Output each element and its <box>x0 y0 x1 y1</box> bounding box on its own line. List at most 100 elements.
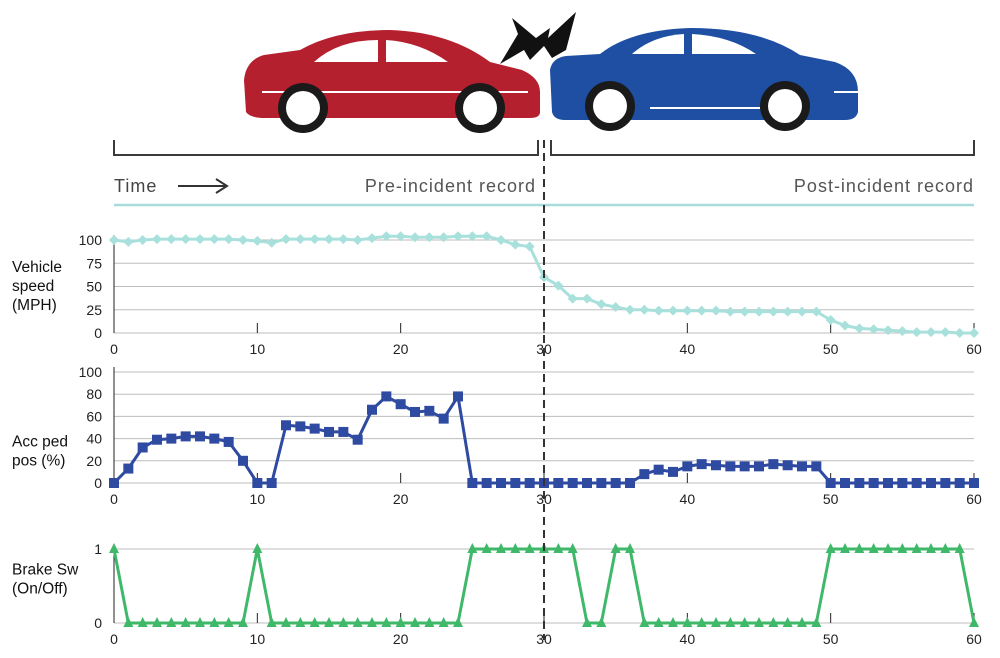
data-point <box>553 478 564 488</box>
data-point <box>309 423 320 434</box>
data-point <box>840 478 850 488</box>
data-point <box>883 478 893 488</box>
data-point <box>883 325 893 336</box>
y-tick-label: 50 <box>86 279 102 295</box>
data-point <box>940 543 951 553</box>
data-point <box>811 617 822 627</box>
data-point <box>954 328 965 338</box>
data-point <box>223 234 234 245</box>
data-point <box>596 299 607 310</box>
data-point <box>252 543 263 553</box>
y-axis-label: Acc ped <box>12 434 68 451</box>
data-point <box>424 232 435 243</box>
time-arrow-icon <box>178 178 229 194</box>
data-point <box>467 478 478 488</box>
red-car-window-rear <box>386 40 448 62</box>
data-point <box>367 617 377 627</box>
y-axis-label: Vehicle <box>12 259 62 276</box>
data-point <box>625 543 635 553</box>
data-point <box>481 231 492 242</box>
data-point <box>195 617 205 627</box>
data-point <box>510 543 521 553</box>
data-point <box>596 617 607 627</box>
data-point <box>868 543 879 553</box>
data-point <box>883 543 893 553</box>
x-tick-label: 20 <box>393 631 409 647</box>
data-point <box>854 543 865 553</box>
data-point <box>309 234 320 245</box>
blue-car-window <box>632 34 684 54</box>
data-point <box>911 543 922 553</box>
red-car-icon <box>244 30 540 133</box>
data-point <box>725 617 736 627</box>
data-point <box>295 617 306 627</box>
data-point <box>453 617 463 627</box>
x-tick-label: 0 <box>110 631 118 647</box>
data-point <box>682 461 693 472</box>
data-point <box>969 617 979 627</box>
red-car-window <box>314 40 378 62</box>
data-point <box>309 617 320 627</box>
x-tick-label: 50 <box>823 631 839 647</box>
x-tick-label: 0 <box>110 341 118 357</box>
data-point <box>381 231 392 242</box>
y-tick-label: 75 <box>86 255 102 271</box>
data-point <box>696 305 707 316</box>
x-tick-label: 40 <box>680 341 696 357</box>
data-point <box>696 617 707 627</box>
data-point <box>281 234 291 245</box>
data-point <box>496 543 506 553</box>
x-tick-label: 10 <box>250 631 266 647</box>
data-point <box>109 235 119 245</box>
data-point <box>295 421 306 432</box>
data-point <box>109 543 119 553</box>
data-point <box>410 617 420 627</box>
data-point <box>682 305 693 316</box>
data-point <box>338 617 349 627</box>
data-point <box>367 233 377 244</box>
data-point <box>352 617 363 627</box>
data-point <box>324 426 334 437</box>
data-point <box>238 235 248 245</box>
y-tick-label: 0 <box>94 475 102 491</box>
data-point <box>324 234 334 245</box>
data-point <box>123 236 134 247</box>
data-point <box>510 239 521 250</box>
post-incident-bracket <box>550 140 975 156</box>
data-point <box>696 459 707 470</box>
data-point <box>553 280 564 291</box>
data-point <box>711 460 721 471</box>
data-point <box>510 478 521 488</box>
data-point <box>582 478 592 488</box>
y-tick-label: 100 <box>79 364 103 380</box>
data-point <box>252 235 263 246</box>
data-point <box>768 459 779 470</box>
y-axis-label: Brake Sw <box>12 562 79 579</box>
data-point <box>797 306 807 317</box>
data-point <box>711 617 721 627</box>
data-point <box>152 234 162 245</box>
data-point <box>610 301 621 312</box>
data-point <box>367 404 377 415</box>
data-point <box>209 234 220 245</box>
y-axis-label: pos (%) <box>12 453 65 470</box>
x-tick-label: 40 <box>680 631 696 647</box>
data-point <box>453 231 463 242</box>
data-point <box>338 234 349 245</box>
y-tick-label: 20 <box>86 453 102 469</box>
data-point <box>739 306 750 317</box>
data-point <box>152 617 162 627</box>
y-tick-label: 40 <box>86 431 102 447</box>
data-point <box>481 543 492 553</box>
data-point <box>725 306 736 317</box>
data-point <box>625 478 635 488</box>
x-tick-label: 50 <box>823 491 839 507</box>
data-point <box>782 617 793 627</box>
data-point <box>209 433 220 444</box>
data-point <box>739 461 750 472</box>
data-point <box>926 543 936 553</box>
vehicle-speed-chart: 02550751000102030405060Vehiclespeed(MPH) <box>12 231 982 357</box>
x-tick-label: 0 <box>110 491 118 507</box>
data-point <box>754 306 764 317</box>
